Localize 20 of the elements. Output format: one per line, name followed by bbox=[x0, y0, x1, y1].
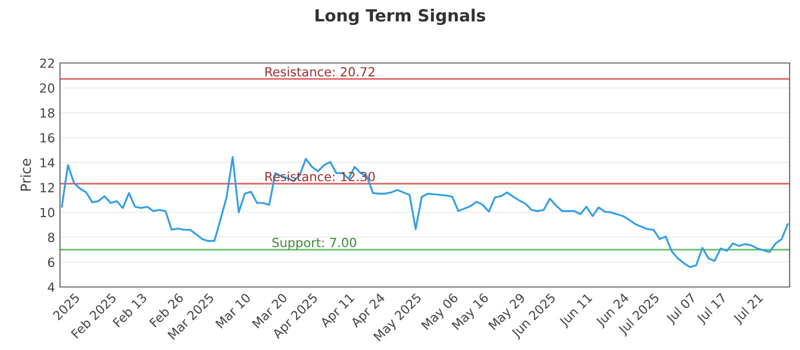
ref-line-label: Support: 7.00 bbox=[272, 238, 356, 250]
y-tick-label: 18 bbox=[40, 108, 54, 118]
ref-line-label: Resistance: 20.72 bbox=[266, 66, 374, 77]
y-tick-label: 14 bbox=[40, 158, 54, 168]
y-tick-label: 6 bbox=[48, 258, 54, 268]
y-tick-label: 12 bbox=[40, 182, 54, 192]
x-tick-label: Mar 10 bbox=[215, 292, 252, 329]
y-tick-label: 4 bbox=[48, 282, 54, 292]
chart-title: Long Term Signals bbox=[316, 8, 486, 26]
x-tick-label: Jul 07 bbox=[664, 292, 698, 326]
y-tick-label: 10 bbox=[40, 208, 54, 218]
y-tick-label: 8 bbox=[48, 232, 54, 242]
line-series bbox=[60, 156, 789, 268]
y-tick-label: 22 bbox=[40, 58, 54, 68]
x-tick-label: Jul 21 bbox=[732, 292, 765, 326]
y-axis-title: Price bbox=[20, 158, 31, 191]
y-tick-label: 20 bbox=[40, 83, 54, 93]
y-tick-label: 16 bbox=[40, 133, 54, 143]
x-tick-label: Jun 11 bbox=[558, 292, 594, 329]
x-tick-label: Jul 17 bbox=[695, 292, 728, 326]
